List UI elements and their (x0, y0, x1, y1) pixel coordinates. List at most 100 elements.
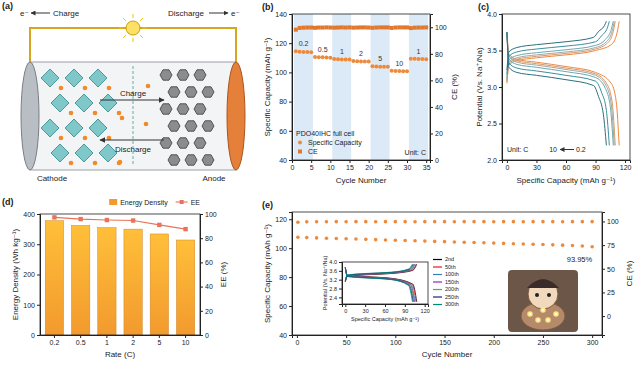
tick: 200 (488, 335, 500, 346)
tick: 20 (365, 160, 373, 171)
rate-band (390, 14, 409, 160)
axis: 050100150200250300 (293, 335, 603, 346)
point (351, 59, 355, 63)
point (378, 25, 382, 29)
tick-label: 2.5 (487, 120, 497, 127)
toy-eye (547, 293, 551, 297)
axis-line (293, 336, 603, 339)
point (354, 220, 358, 224)
rate-band (409, 14, 428, 160)
tick-mark (289, 102, 292, 103)
axis-line (289, 15, 293, 161)
point (355, 59, 359, 63)
point (472, 220, 476, 224)
charge-label: Charge (120, 89, 147, 98)
tick: 60 (382, 304, 388, 314)
tick-label: 3.2 (329, 277, 337, 283)
tick-mark (185, 335, 186, 338)
tick: 30 (533, 160, 541, 171)
point (374, 26, 378, 30)
point (409, 57, 413, 61)
cathode-collector (21, 62, 39, 170)
point (386, 65, 390, 69)
point (384, 238, 388, 242)
tick-label: 30 (533, 164, 541, 171)
battery-diagram: (a)e⁻ChargeDischargee⁻ChargeDischargeCat… (2, 1, 245, 183)
tick-label: 20 (205, 308, 213, 315)
tick-mark (289, 248, 292, 249)
photo-backdrop (508, 270, 578, 332)
point (315, 220, 319, 224)
point (397, 25, 401, 29)
tick-mark (37, 275, 40, 276)
tick: 30 (363, 304, 369, 314)
point (374, 220, 378, 224)
tick-mark (54, 335, 55, 338)
point (433, 220, 437, 224)
plot-area (294, 25, 428, 73)
tick-label: 300 (23, 241, 35, 248)
point (413, 220, 417, 224)
point (394, 26, 398, 30)
tick-label: 35 (423, 164, 431, 171)
bar (124, 229, 142, 335)
tick-mark (339, 280, 342, 281)
point (492, 220, 496, 224)
tick: 200 (23, 271, 40, 278)
tick: 30 (404, 160, 412, 171)
tick-mark (430, 107, 433, 108)
cathode-crystal (75, 94, 93, 112)
point (321, 26, 325, 30)
point (298, 50, 302, 54)
tick: 2.5 (487, 120, 502, 127)
point (384, 220, 388, 224)
tick: 0.5 (76, 335, 86, 346)
point (405, 25, 409, 29)
point (363, 60, 367, 64)
tick-label: 40 (279, 332, 287, 339)
annotation-arrow (560, 149, 574, 150)
legend-swatch (433, 296, 442, 297)
anode-carbon (194, 104, 206, 114)
axis-title: Specific Capacity (mAh g⁻¹) (263, 37, 272, 136)
axis-title: Cycle Number (422, 350, 473, 359)
point (302, 50, 306, 54)
tick-mark (407, 160, 408, 163)
tick-mark (200, 214, 203, 215)
tick-mark (602, 245, 605, 246)
axis-title: Specific Capacity (mAh g⁻¹) (517, 176, 616, 185)
tick-mark (289, 277, 292, 278)
point (298, 26, 302, 30)
tick-label: 30 (363, 308, 369, 314)
point (443, 220, 447, 224)
plot-area (507, 21, 619, 145)
point (131, 218, 135, 222)
anode-carbon (185, 155, 197, 165)
bulb-ray (133, 14, 134, 18)
line (345, 264, 413, 302)
rate-label: 0.2 (299, 40, 309, 47)
tick-mark (200, 262, 203, 263)
point (325, 56, 329, 60)
legend-label: 100th (445, 271, 459, 277)
tick-label: 140 (275, 11, 287, 18)
legend-label: EE (191, 199, 201, 206)
axis-line (603, 213, 606, 336)
sodium-ion (144, 122, 149, 127)
point (409, 26, 413, 30)
tick: 100 (390, 335, 402, 346)
tick-label: 80 (435, 51, 443, 58)
annotation: 10 (549, 146, 557, 153)
tick-mark (350, 160, 351, 163)
sodium-ion (93, 161, 98, 166)
tick-label: 0 (295, 339, 299, 346)
axis-title: Cycle Number (336, 176, 387, 185)
point (367, 26, 371, 30)
tick-mark (499, 51, 502, 52)
point (296, 221, 300, 225)
legend-swatch (298, 150, 302, 154)
plot-frame (502, 14, 630, 160)
point (413, 26, 417, 30)
chart: 0501001502002503004060801001200255075100… (262, 200, 634, 359)
axis-line (37, 215, 41, 336)
